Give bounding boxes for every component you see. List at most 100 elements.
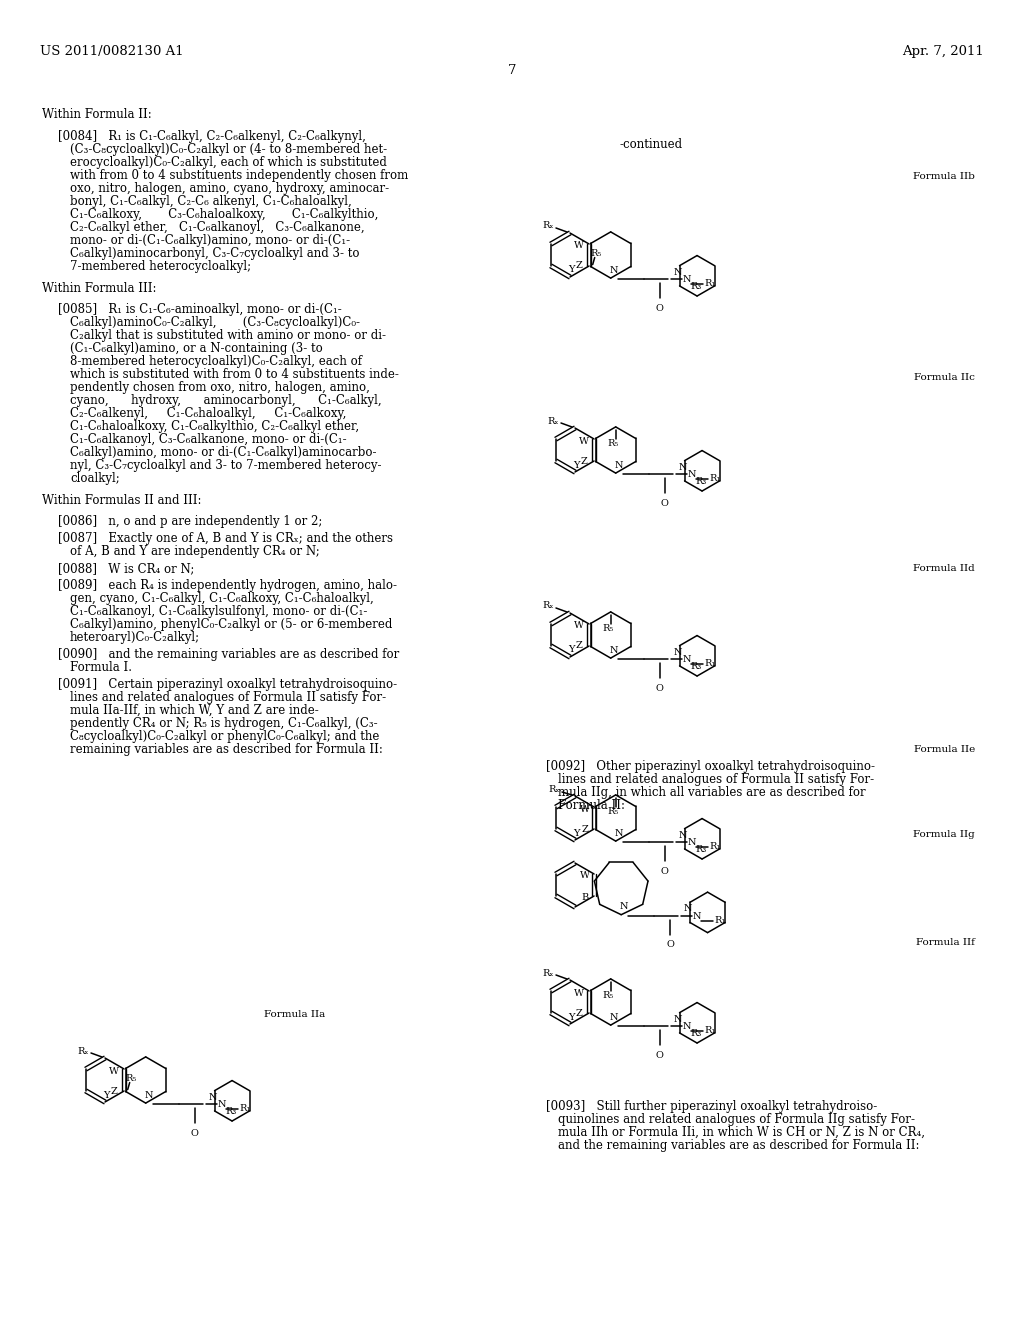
Text: mono- or di-(C₁-C₆alkyl)amino, mono- or di-(C₁-: mono- or di-(C₁-C₆alkyl)amino, mono- or …: [70, 234, 350, 247]
Text: 7-membered heterocycloalkyl;: 7-membered heterocycloalkyl;: [70, 260, 251, 273]
Text: remaining variables are as described for Formula II:: remaining variables are as described for…: [70, 743, 383, 756]
Text: Rₓ: Rₓ: [77, 1047, 89, 1056]
Text: lines and related analogues of Formula II satisfy For-: lines and related analogues of Formula I…: [70, 690, 386, 704]
Text: -continued: -continued: [620, 139, 683, 150]
Text: W: W: [574, 242, 584, 251]
Text: cyano,      hydroxy,      aminocarbonyl,      C₁-C₆alkyl,: cyano, hydroxy, aminocarbonyl, C₁-C₆alky…: [70, 393, 382, 407]
Text: C₁-C₆haloalkoxy, C₁-C₆alkylthio, C₂-C₆alkyl ether,: C₁-C₆haloalkoxy, C₁-C₆alkylthio, C₂-C₆al…: [70, 420, 359, 433]
Text: with from 0 to 4 substituents independently chosen from: with from 0 to 4 substituents independen…: [70, 169, 409, 182]
Text: [0091]   Certain piperazinyl oxoalkyl tetrahydroisoquino-: [0091] Certain piperazinyl oxoalkyl tetr…: [58, 678, 397, 690]
Text: of A, B and Y are independently CR₄ or N;: of A, B and Y are independently CR₄ or N…: [70, 545, 319, 558]
Text: 8-membered heterocycloalkyl)C₀-C₂alkyl, each of: 8-membered heterocycloalkyl)C₀-C₂alkyl, …: [70, 355, 362, 368]
Text: [0088]   W is CR₄ or N;: [0088] W is CR₄ or N;: [58, 562, 195, 576]
Text: Y: Y: [567, 1012, 574, 1022]
Text: Formula I.: Formula I.: [70, 661, 132, 675]
Text: O: O: [190, 1129, 199, 1138]
Text: lines and related analogues of Formula II satisfy For-: lines and related analogues of Formula I…: [558, 774, 874, 785]
Text: N: N: [614, 829, 623, 838]
Text: Within Formulas II and III:: Within Formulas II and III:: [42, 494, 202, 507]
Text: Formula IIf: Formula IIf: [916, 939, 975, 946]
Text: R₁: R₁: [715, 916, 726, 925]
Text: Z: Z: [575, 1008, 583, 1018]
Text: US 2011/0082130 A1: US 2011/0082130 A1: [40, 45, 183, 58]
Text: (C₁-C₆alkyl)amino, or a N-containing (3- to: (C₁-C₆alkyl)amino, or a N-containing (3-…: [70, 342, 323, 355]
Text: R₅: R₅: [607, 808, 618, 816]
Text: R₅: R₅: [602, 991, 613, 1001]
Text: [0086]   n, o and p are independently 1 or 2;: [0086] n, o and p are independently 1 or…: [58, 515, 323, 528]
Text: bonyl, C₁-C₆alkyl, C₂-C₆ alkenyl, C₁-C₆haloalkyl,: bonyl, C₁-C₆alkyl, C₂-C₆ alkenyl, C₁-C₆h…: [70, 195, 352, 209]
Text: [0084]   R₁ is C₁-C₆alkyl, C₂-C₆alkenyl, C₂-C₆alkynyl,: [0084] R₁ is C₁-C₆alkyl, C₂-C₆alkenyl, C…: [58, 129, 366, 143]
Text: N: N: [144, 1090, 153, 1100]
Text: O: O: [660, 867, 669, 875]
Text: R₁: R₁: [709, 842, 720, 851]
Text: Y: Y: [102, 1090, 110, 1100]
Text: W: W: [109, 1067, 119, 1076]
Text: C₂-C₆alkyl ether,   C₁-C₆alkanoyl,   C₃-C₆alkanone,: C₂-C₆alkyl ether, C₁-C₆alkanoyl, C₃-C₆al…: [70, 220, 365, 234]
Text: Formula IIg: Formula IIg: [913, 830, 975, 840]
Text: mula IIh or Formula IIi, in which W is CH or N, Z is N or CR₄,: mula IIh or Formula IIi, in which W is C…: [558, 1126, 925, 1139]
Text: Formula IIc: Formula IIc: [914, 374, 975, 381]
Text: Formula II:: Formula II:: [558, 799, 625, 812]
Text: N: N: [674, 268, 682, 277]
Text: Formula IIe: Formula IIe: [913, 744, 975, 754]
Text: R₅: R₅: [607, 440, 618, 449]
Text: N: N: [687, 838, 695, 847]
Text: Rₓ: Rₓ: [543, 222, 554, 231]
Text: R₃: R₃: [225, 1106, 237, 1115]
Text: N: N: [687, 470, 695, 479]
Text: C₂-C₆alkenyl,     C₁-C₆haloalkyl,     C₁-C₆alkoxy,: C₂-C₆alkenyl, C₁-C₆haloalkyl, C₁-C₆alkox…: [70, 407, 346, 420]
Text: N: N: [679, 462, 687, 471]
Text: Z: Z: [575, 642, 583, 651]
Text: [0089]   each R₄ is independently hydrogen, amino, halo-: [0089] each R₄ is independently hydrogen…: [58, 579, 397, 591]
Text: N: N: [209, 1093, 217, 1102]
Text: C₁-C₆alkanoyl, C₁-C₆alkylsulfonyl, mono- or di-(C₁-: C₁-C₆alkanoyl, C₁-C₆alkylsulfonyl, mono-…: [70, 605, 368, 618]
Text: N: N: [217, 1101, 225, 1109]
Text: Rₓ: Rₓ: [547, 417, 559, 425]
Text: R₁: R₁: [703, 1027, 715, 1035]
Text: Z: Z: [575, 261, 583, 271]
Text: Y: Y: [567, 265, 574, 275]
Text: Rₓ: Rₓ: [548, 785, 560, 795]
Text: Y: Y: [572, 829, 580, 837]
Text: R₁: R₁: [709, 474, 720, 483]
Text: Within Formula II:: Within Formula II:: [42, 108, 152, 121]
Text: N: N: [693, 912, 701, 921]
Text: N: N: [609, 265, 617, 275]
Text: heteroaryl)C₀-C₂alkyl;: heteroaryl)C₀-C₂alkyl;: [70, 631, 200, 644]
Text: oxo, nitro, halogen, amino, cyano, hydroxy, aminocar-: oxo, nitro, halogen, amino, cyano, hydro…: [70, 182, 389, 195]
Text: R₁: R₁: [703, 660, 715, 668]
Text: quinolines and related analogues of Formula IIg satisfy For-: quinolines and related analogues of Form…: [558, 1113, 915, 1126]
Text: N: N: [682, 276, 691, 284]
Text: C₆alkyl)amino, mono- or di-(C₁-C₆alkyl)aminocarbo-: C₆alkyl)amino, mono- or di-(C₁-C₆alkyl)a…: [70, 446, 377, 459]
Text: B: B: [582, 892, 589, 902]
Text: Z: Z: [582, 825, 589, 834]
Text: nyl, C₃-C₇cycloalkyl and 3- to 7-membered heterocy-: nyl, C₃-C₇cycloalkyl and 3- to 7-membere…: [70, 459, 382, 473]
Text: [0087]   Exactly one of A, B and Y is CRₓ; and the others: [0087] Exactly one of A, B and Y is CRₓ;…: [58, 532, 393, 545]
Text: N: N: [620, 902, 629, 911]
Text: R₃: R₃: [690, 661, 701, 671]
Text: erocycloalkyl)C₀-C₂alkyl, each of which is substituted: erocycloalkyl)C₀-C₂alkyl, each of which …: [70, 156, 387, 169]
Text: Z: Z: [581, 457, 588, 466]
Text: O: O: [667, 940, 674, 949]
Text: C₆alkyl)aminoC₀-C₂alkyl,       (C₃-C₈cycloalkyl)C₀-: C₆alkyl)aminoC₀-C₂alkyl, (C₃-C₈cycloalky…: [70, 315, 360, 329]
Text: Apr. 7, 2011: Apr. 7, 2011: [902, 45, 984, 58]
Text: O: O: [655, 1051, 664, 1060]
Text: R₃: R₃: [690, 281, 701, 290]
Text: Rₓ: Rₓ: [543, 602, 554, 610]
Text: C₆alkyl)aminocarbonyl, C₃-C₇cycloalkyl and 3- to: C₆alkyl)aminocarbonyl, C₃-C₇cycloalkyl a…: [70, 247, 359, 260]
Text: N: N: [679, 830, 687, 840]
Text: O: O: [655, 684, 664, 693]
Text: C₂alkyl that is substituted with amino or mono- or di-: C₂alkyl that is substituted with amino o…: [70, 329, 386, 342]
Text: O: O: [660, 499, 669, 508]
Text: C₁-C₆alkanoyl, C₃-C₆alkanone, mono- or di-(C₁-: C₁-C₆alkanoyl, C₃-C₆alkanone, mono- or d…: [70, 433, 347, 446]
Text: W: W: [580, 804, 590, 813]
Text: 7: 7: [508, 63, 516, 77]
Text: and the remaining variables are as described for Formula II:: and the remaining variables are as descr…: [558, 1139, 920, 1152]
Text: N: N: [674, 1015, 682, 1023]
Text: R₃: R₃: [695, 845, 707, 854]
Text: R₃: R₃: [690, 1028, 701, 1038]
Text: C₁-C₆alkoxy,       C₃-C₆haloalkoxy,       C₁-C₆alkylthio,: C₁-C₆alkoxy, C₃-C₆haloalkoxy, C₁-C₆alkyl…: [70, 209, 379, 220]
Text: R₁: R₁: [239, 1105, 250, 1113]
Text: Within Formula III:: Within Formula III:: [42, 282, 157, 294]
Text: N: N: [682, 656, 691, 664]
